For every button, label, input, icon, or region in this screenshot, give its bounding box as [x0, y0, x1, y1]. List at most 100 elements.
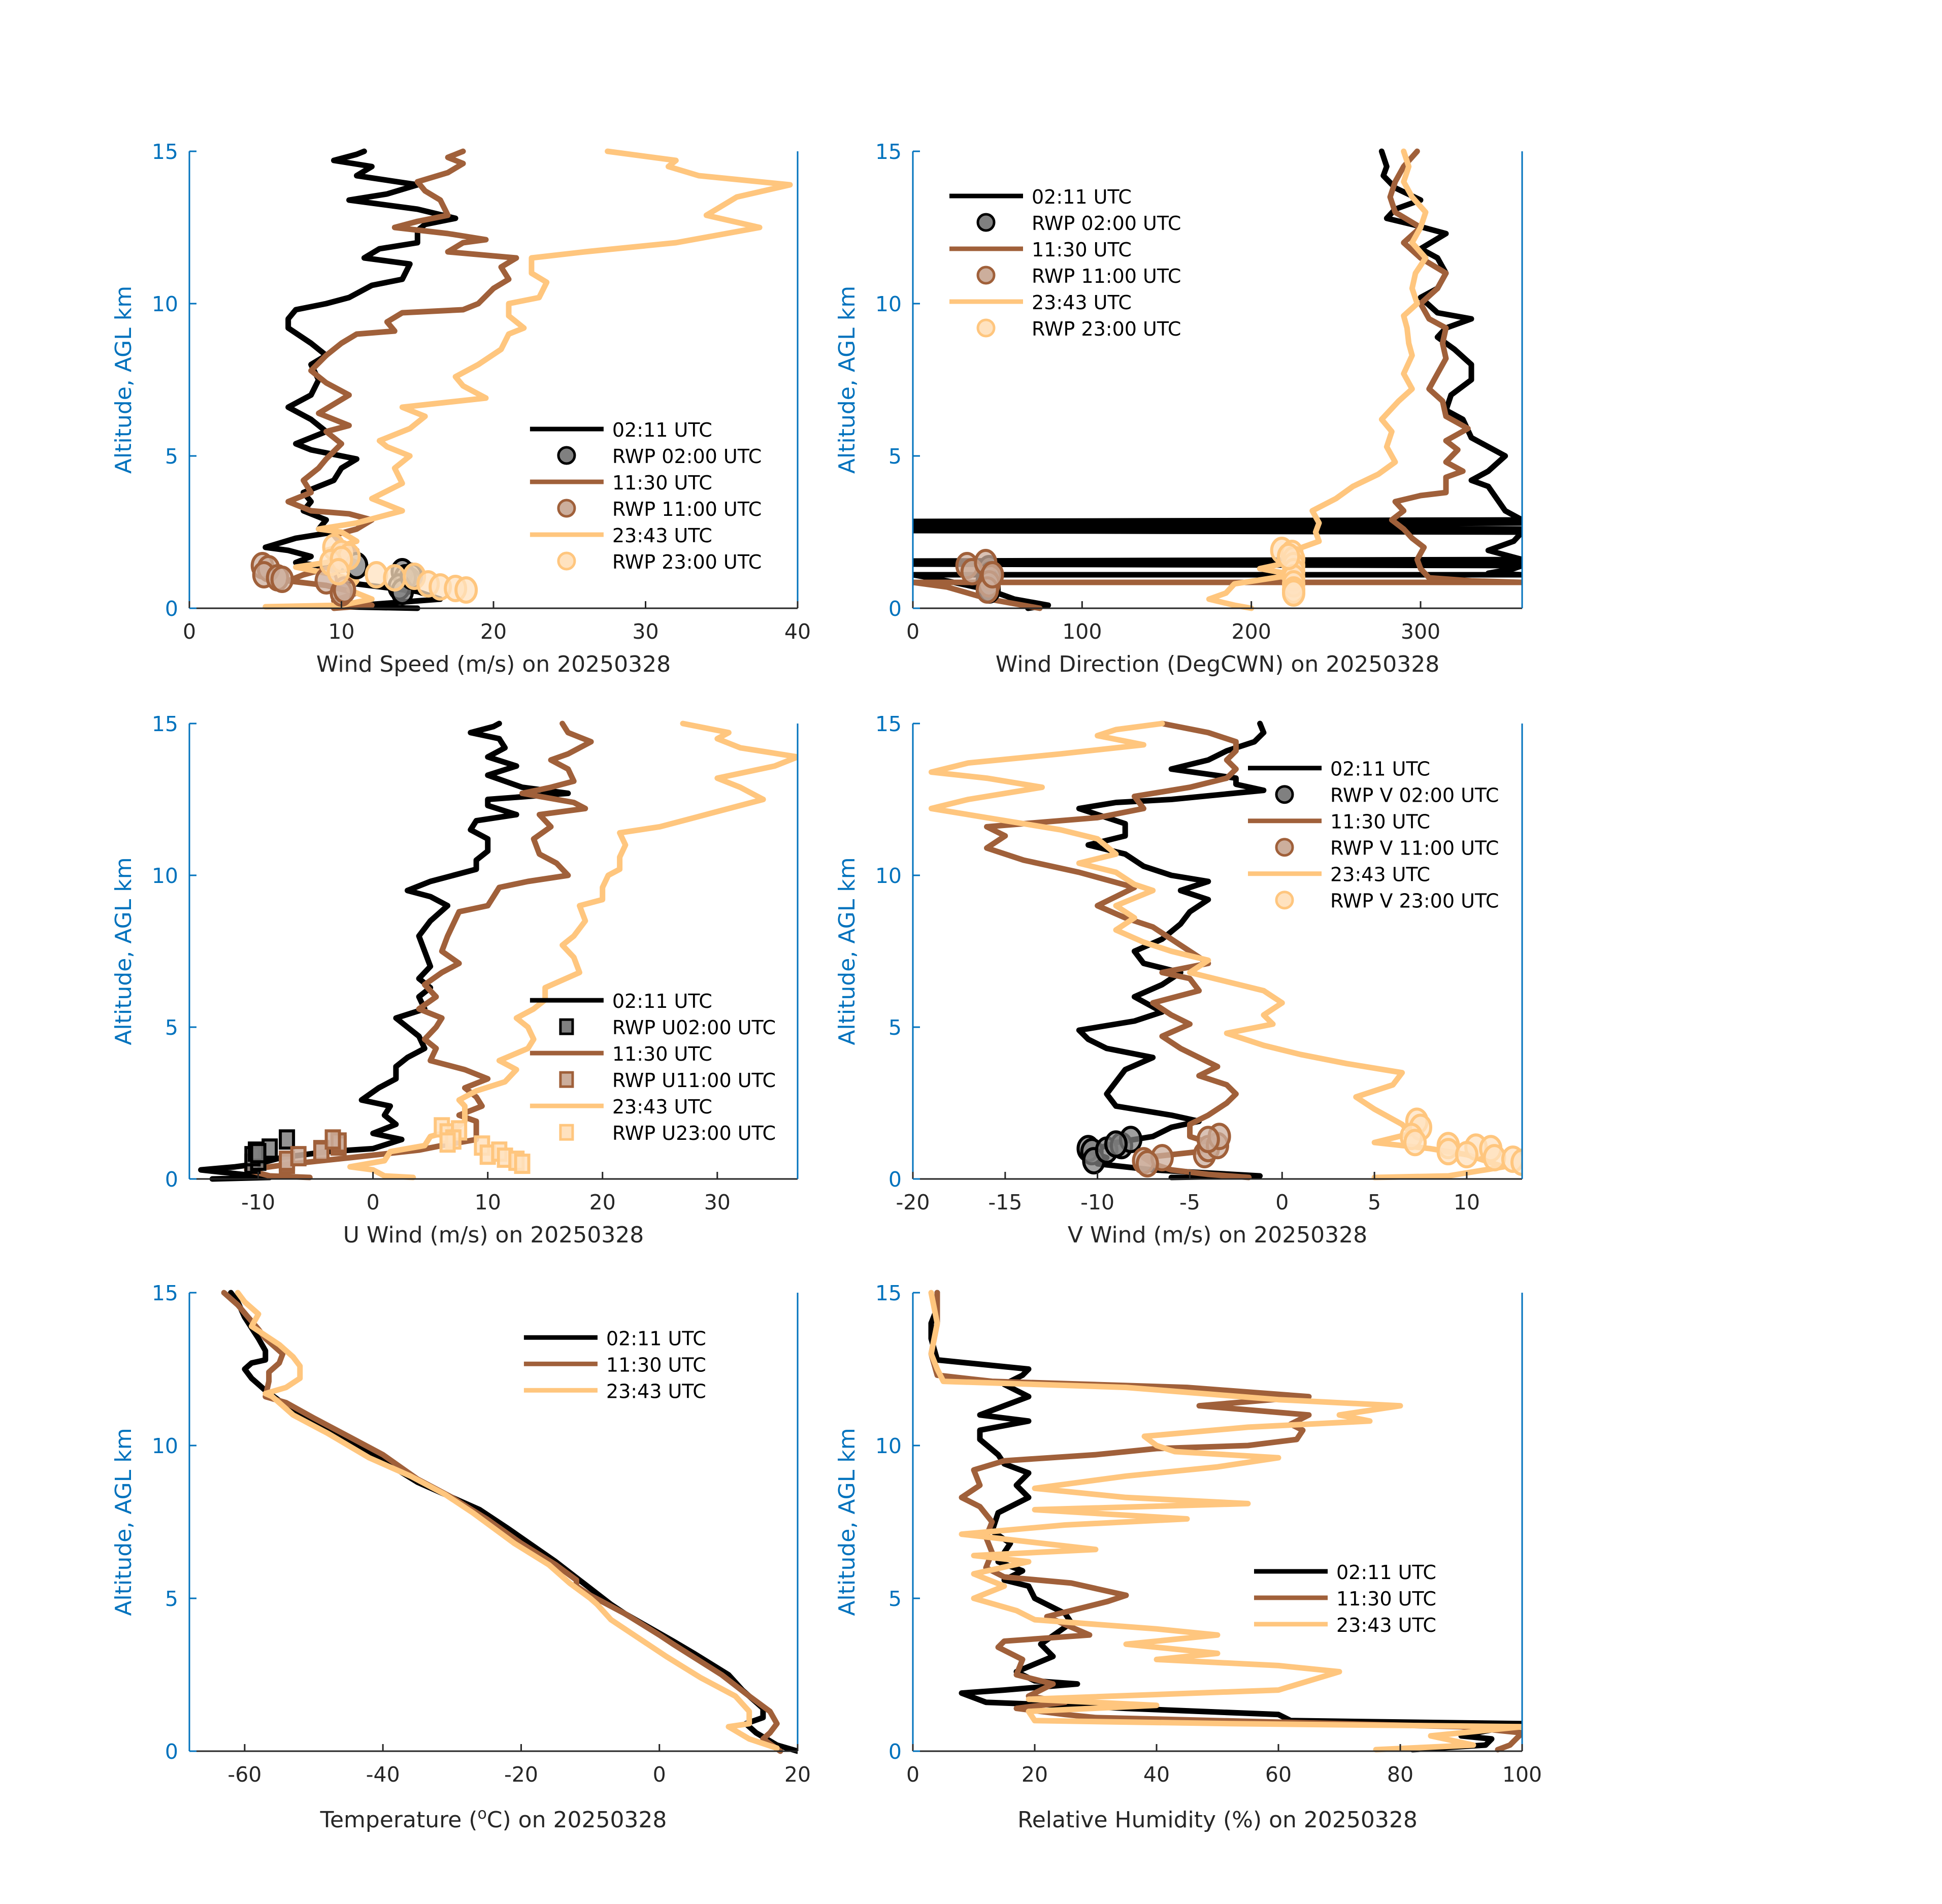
legend-entry-label: RWP V 11:00 UTC [1330, 837, 1499, 860]
y-tick-label: 10 [875, 864, 902, 888]
legend-entry-label: 11:30 UTC [1032, 239, 1132, 261]
legend-marker [559, 1124, 574, 1141]
legend-entry-label: RWP 02:00 UTC [612, 445, 762, 468]
rwp-marker [383, 564, 407, 592]
series-line-23-43-utc [1206, 148, 1429, 611]
legend-entry-label: RWP 23:00 UTC [1032, 318, 1181, 340]
legend: 02:11 UTC 11:30 UTC 23:43 UTC [523, 1327, 706, 1402]
x-tick-label: -10 [241, 1190, 275, 1214]
rwp-marker [1277, 543, 1300, 570]
y-tick-label: 10 [152, 864, 178, 888]
x-tick-label: 10 [475, 1190, 501, 1214]
legend: 02:11 UTC RWP 02:00 UTC 11:30 UTC RWP 11:00… [949, 186, 1181, 340]
y-tick-label: 10 [152, 292, 178, 316]
legend-entry-label: 23:43 UTC [1032, 291, 1132, 314]
series-line-23-43-utc [235, 1290, 780, 1751]
x-tick-label: 40 [1143, 1762, 1170, 1787]
x-tick-label: 0 [183, 619, 196, 644]
legend-marker [557, 551, 576, 571]
y-tick-label: 15 [875, 712, 902, 736]
legend-entry-label: 11:30 UTC [1330, 811, 1430, 833]
panel-temp: -60 -40 -20 0 20 0 5 10 15 Temperature (oC) on 20… [111, 1281, 811, 1833]
legend-entry-label: RWP 23:00 UTC [612, 551, 762, 573]
rwp-marker [324, 1129, 341, 1150]
y-tick-label: 0 [165, 1167, 178, 1192]
x-tick-label: 80 [1387, 1762, 1413, 1787]
x-axis-title: Relative Humidity (%) on 20250328 [1017, 1807, 1418, 1833]
y-tick-label: 15 [875, 140, 902, 164]
plot-area [928, 1290, 1522, 1753]
rwp-marker [326, 558, 350, 585]
x-tick-label: 40 [784, 619, 811, 644]
legend-entry-label: 23:43 UTC [612, 524, 712, 547]
x-tick-label: 10 [328, 619, 354, 644]
y-axis-title: Altitude, AGL km [111, 286, 137, 474]
x-tick-label: 10 [1454, 1190, 1480, 1214]
x-axis-title: Temperature (oC) on 20250328 [320, 1805, 667, 1833]
panel-uwind: -10 0 10 20 30 0 5 10 15 U Wind (m/s) on 20250328… [111, 712, 799, 1248]
y-axis-title: Altitude, AGL km [834, 286, 860, 474]
legend-marker [557, 446, 576, 465]
y-tick-label: 15 [152, 140, 178, 164]
x-tick-label: -5 [1179, 1190, 1200, 1214]
x-tick-label: 0 [367, 1190, 380, 1214]
x-tick-label: -20 [896, 1190, 930, 1214]
y-tick-label: 0 [888, 597, 902, 621]
y-tick-label: 5 [888, 1587, 902, 1611]
legend-marker [559, 1018, 574, 1035]
legend-entry-label: 02:11 UTC [612, 419, 712, 441]
y-tick-label: 5 [888, 444, 902, 469]
rwp-marker [290, 1146, 307, 1167]
series-line-11-30-utc [244, 720, 594, 1180]
plot-area [250, 148, 793, 611]
y-tick-label: 15 [152, 1281, 178, 1305]
y-axis-title: Altitude, AGL km [111, 1428, 137, 1616]
series-line-11-30-utc [984, 720, 1252, 1180]
x-tick-label: 30 [632, 619, 659, 644]
panel-rh: 0 20 40 60 80 100 0 5 10 15 Relative Humidity (%) … [834, 1281, 1542, 1833]
rwp-marker [454, 576, 478, 604]
legend-entry-label: 02:11 UTC [606, 1327, 706, 1350]
y-axis-title: Altitude, AGL km [834, 857, 860, 1045]
legend: 02:11 UTC 11:30 UTC 23:43 UTC [1254, 1561, 1436, 1636]
x-tick-label: 30 [704, 1190, 731, 1214]
y-tick-label: 0 [888, 1739, 902, 1764]
rwp-marker [1196, 1126, 1220, 1154]
legend-marker [976, 266, 996, 285]
y-tick-label: 10 [875, 1434, 902, 1458]
legend-entry-label: RWP 11:00 UTC [1032, 265, 1181, 287]
rwp-marker [1455, 1141, 1478, 1169]
legend-entry-label: 11:30 UTC [612, 1043, 712, 1065]
series-line-02-11-utc [198, 720, 571, 1182]
legend: 02:11 UTC RWP 02:00 UTC 11:30 UTC RWP 11:00… [530, 419, 762, 573]
x-tick-label: 20 [589, 1190, 616, 1214]
x-tick-label: -40 [366, 1762, 400, 1787]
series-line-02-11-utc [262, 148, 458, 611]
x-axis-title: U Wind (m/s) on 20250328 [343, 1222, 644, 1248]
y-tick-label: 10 [152, 1434, 178, 1458]
rwp-marker [1135, 1150, 1159, 1178]
legend-entry-label: 23:43 UTC [612, 1096, 712, 1118]
x-tick-label: 20 [480, 619, 507, 644]
x-tick-label: 0 [906, 1762, 919, 1787]
series-line-02-11-utc [928, 1290, 1522, 1753]
rwp-marker [439, 1132, 456, 1153]
rwp-marker [279, 1129, 295, 1150]
x-tick-label: 0 [653, 1762, 666, 1787]
x-tick-label: 20 [784, 1762, 811, 1787]
y-axis-title: Altitude, AGL km [834, 1428, 860, 1616]
legend-entry-label: 11:30 UTC [606, 1354, 706, 1376]
series-line-23-43-utc [928, 1290, 1522, 1753]
legend-entry-label: 02:11 UTC [612, 990, 712, 1012]
legend-marker [976, 318, 996, 338]
rwp-marker [1104, 1130, 1128, 1158]
legend-entry-label: 02:11 UTC [1032, 186, 1132, 208]
plot-area [198, 720, 798, 1182]
series-line-02-11-utc [1076, 720, 1267, 1180]
rwp-marker [514, 1154, 531, 1174]
rwp-marker [1282, 579, 1305, 607]
rwp-marker [1403, 1129, 1427, 1157]
legend-marker [557, 499, 576, 518]
y-tick-label: 0 [165, 597, 178, 621]
